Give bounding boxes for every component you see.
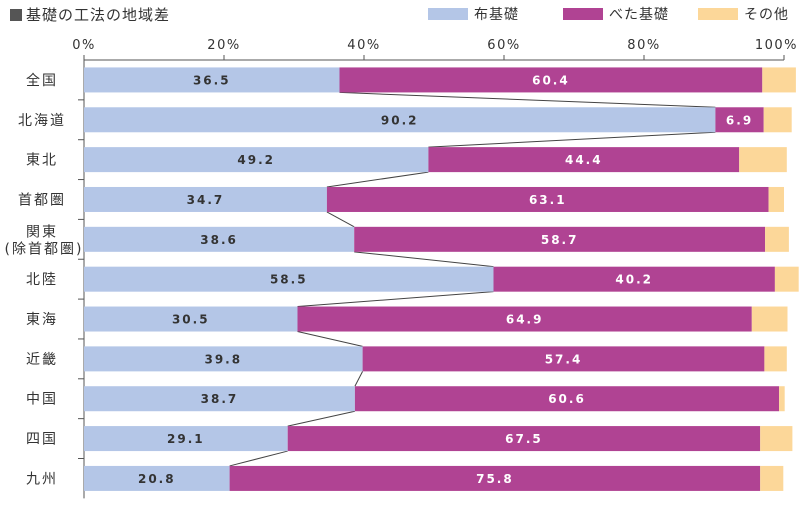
x-tick-label: 80%	[627, 38, 660, 53]
data-label: 29.1	[167, 432, 205, 446]
bar-nuno	[84, 386, 355, 412]
x-tick-label: 60%	[487, 38, 520, 53]
chart-title-text: 基礎の工法の地域差	[26, 6, 171, 24]
bar-other	[779, 386, 785, 412]
bar-nuno	[84, 107, 716, 133]
bar-beta	[229, 465, 761, 491]
bar-other	[763, 107, 792, 133]
data-label: 40.2	[615, 273, 653, 287]
category-label: 北海道	[18, 113, 66, 129]
bar-other	[762, 67, 796, 93]
bar-beta	[428, 147, 740, 173]
legend-item-beta: べた基礎	[563, 4, 669, 24]
connector-line	[339, 91, 716, 108]
bar-other	[760, 465, 784, 491]
bar-nuno	[84, 346, 363, 372]
bar-nuno	[84, 186, 327, 212]
data-label: 58.5	[270, 273, 308, 287]
bar-other	[764, 346, 787, 372]
bar-beta	[354, 226, 766, 252]
connector-line	[297, 331, 363, 347]
legend-label-beta: べた基礎	[609, 7, 669, 23]
data-label: 34.7	[187, 193, 225, 207]
x-tick-label: 40%	[347, 38, 380, 53]
category-sublabel: (除首都圏)	[5, 241, 84, 257]
category-label: 首都圏	[18, 192, 66, 208]
data-label: 30.5	[172, 313, 210, 327]
category-label: 全国	[26, 72, 58, 89]
x-tick-label: 0%	[72, 38, 96, 53]
category-label: 中国	[26, 392, 58, 408]
x-tick-label: 20%	[207, 38, 240, 53]
bar-beta	[339, 67, 763, 93]
data-label: 60.4	[532, 73, 570, 87]
bar-other	[765, 226, 789, 252]
bar-nuno	[84, 67, 340, 93]
category-label: 関東	[26, 224, 58, 240]
bar-beta	[326, 186, 769, 212]
legend-label-nuno: 布基礎	[474, 7, 519, 23]
legend-label-other: その他	[744, 7, 789, 23]
bar-nuno	[84, 226, 355, 252]
x-tick-label: 100%	[755, 38, 798, 53]
bar-beta	[362, 346, 765, 372]
legend-swatch-other	[698, 8, 738, 20]
connector-line	[354, 371, 364, 387]
bar-other	[774, 266, 799, 292]
bar-beta	[287, 426, 761, 452]
bar-other	[768, 186, 784, 212]
bar-nuno	[84, 266, 494, 292]
legend-swatch-nuno	[428, 8, 468, 20]
legend-item-nuno: 布基礎	[428, 4, 519, 24]
data-label: 64.9	[506, 313, 544, 327]
data-label: 38.7	[201, 392, 239, 406]
data-label: 49.2	[237, 153, 275, 167]
legend: 布基礎 べた基礎 その他	[0, 4, 800, 24]
category-label: 近畿	[26, 352, 58, 368]
connector-line	[287, 410, 356, 427]
connector-line	[428, 131, 716, 148]
bar-beta	[715, 107, 764, 133]
connector-line	[326, 171, 429, 188]
bar-other	[751, 306, 788, 332]
connector-line	[354, 251, 494, 268]
category-label: 四国	[26, 432, 58, 448]
data-label: 90.2	[381, 113, 419, 127]
connector-line	[326, 211, 355, 228]
data-label: 58.7	[541, 233, 579, 247]
chart-title: 基礎の工法の地域差	[10, 4, 170, 25]
data-label: 36.5	[193, 73, 231, 87]
connector-line	[297, 291, 494, 308]
data-label: 67.5	[505, 432, 543, 446]
bar-nuno	[84, 306, 298, 332]
title-square-icon	[10, 9, 22, 21]
data-label: 39.8	[204, 352, 242, 366]
legend-item-other: その他	[698, 4, 789, 24]
category-label: 北陸	[26, 272, 58, 288]
bar-beta	[354, 386, 780, 412]
bar-nuno	[84, 426, 288, 452]
data-label: 6.9	[726, 113, 753, 127]
data-label: 57.4	[545, 352, 583, 366]
bar-other	[739, 147, 787, 173]
bar-beta	[493, 266, 775, 292]
category-label: 東北	[26, 153, 58, 169]
data-label: 44.4	[565, 153, 603, 167]
bar-nuno	[84, 147, 429, 173]
bar-other	[760, 426, 793, 452]
bar-nuno	[84, 465, 230, 491]
data-label: 60.6	[548, 392, 586, 406]
connector-line	[229, 450, 288, 467]
bar-beta	[297, 306, 752, 332]
data-label: 63.1	[529, 193, 567, 207]
legend-swatch-beta	[563, 8, 603, 20]
data-label: 38.6	[200, 233, 238, 247]
category-label: 東海	[26, 312, 58, 328]
data-label: 75.8	[476, 472, 514, 486]
category-label: 九州	[26, 471, 58, 487]
data-label: 20.8	[138, 472, 176, 486]
